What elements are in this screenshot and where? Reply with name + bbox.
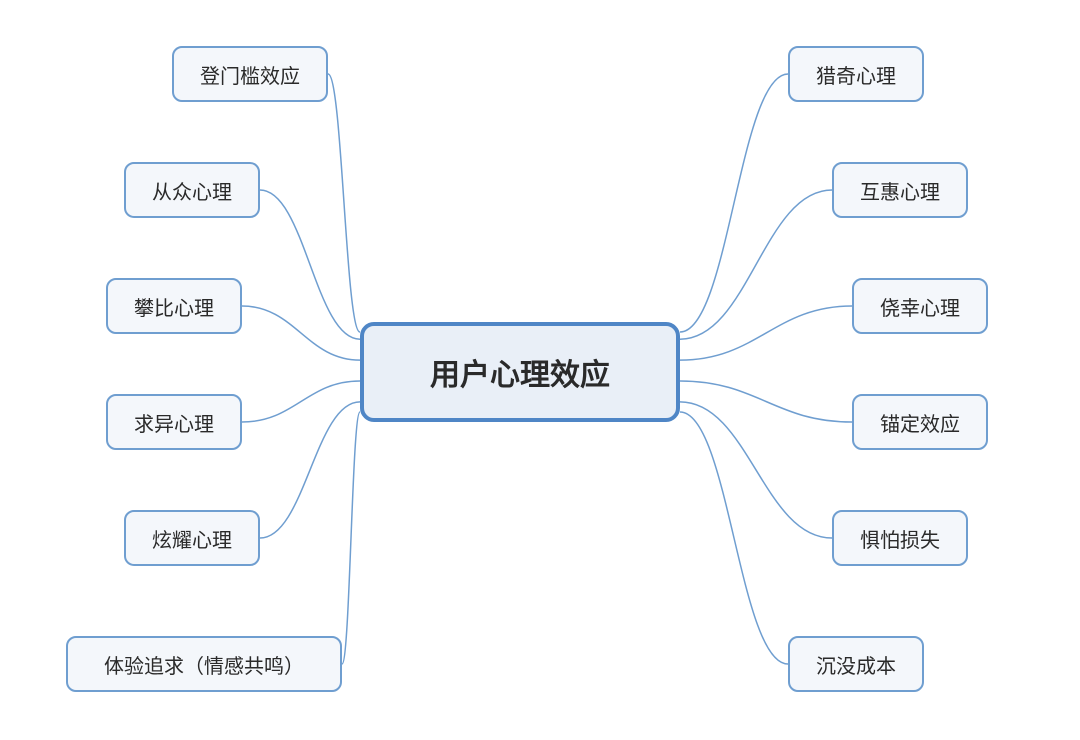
edge-r3 [680,306,852,360]
leaf-node-l3: 攀比心理 [106,278,242,334]
leaf-node-l2: 从众心理 [124,162,260,218]
leaf-node-l6: 体验追求（情感共鸣） [66,636,342,692]
edge-l6 [342,412,360,664]
edge-l1 [328,74,360,332]
edge-r1 [680,74,788,332]
leaf-node-r2: 互惠心理 [832,162,968,218]
edge-r4 [680,381,852,422]
edge-l3 [242,306,360,360]
leaf-node-r4: 锚定效应 [852,394,988,450]
leaf-node-r6: 沉没成本 [788,636,924,692]
leaf-node-l1: 登门槛效应 [172,46,328,102]
edge-l5 [260,402,360,538]
leaf-node-r5: 惧怕损失 [832,510,968,566]
edge-r6 [680,412,788,664]
leaf-node-r3: 侥幸心理 [852,278,988,334]
edge-l2 [260,190,360,339]
leaf-node-r1: 猎奇心理 [788,46,924,102]
leaf-node-l4: 求异心理 [106,394,242,450]
edge-l4 [242,381,360,422]
center-node: 用户心理效应 [360,322,680,422]
edge-r5 [680,402,832,538]
edge-r2 [680,190,832,339]
leaf-node-l5: 炫耀心理 [124,510,260,566]
